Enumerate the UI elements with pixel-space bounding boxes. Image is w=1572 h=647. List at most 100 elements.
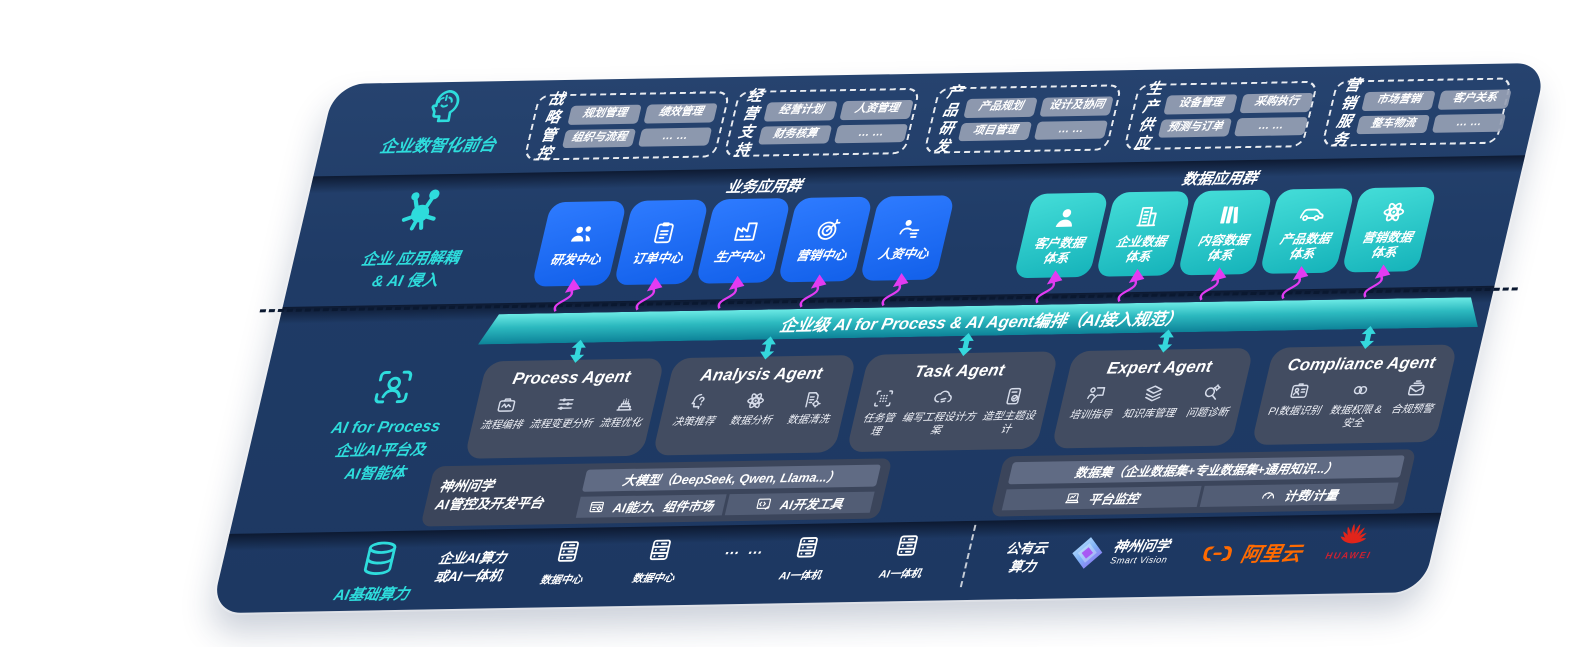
cloud-gear-icon — [934, 390, 952, 403]
database-icon — [354, 537, 406, 580]
agent-item-label: 数据权限 & 安全 — [1328, 403, 1384, 430]
platform-name-line1: 神州问学 — [437, 478, 496, 495]
app-box-label: 人资中心 — [876, 246, 931, 262]
fo-chip: 设计及协同 — [1039, 96, 1114, 117]
atom-line-icon — [747, 393, 764, 409]
diagram-skewed-panel: 企业数智化前台 战略 管控 规划管理 绩效管理 组织与流程… … 经营 支持 经营计划 人资管理… — [210, 62, 1547, 614]
building-icon — [1135, 206, 1157, 227]
platform-cell-label: AI开发工具 — [778, 496, 845, 513]
platform-cell-label: AI能力、组件市场 — [611, 499, 715, 515]
app-layer-label: 企业 应用解耦 & AI 侵入 — [307, 247, 508, 295]
app-layer-label-line2: & AI 侵入 — [370, 272, 440, 291]
fo-chip: 整车物流 — [1355, 114, 1431, 135]
platform-cell: 计费/计量 — [1199, 481, 1399, 507]
agent-item: 培训指导 — [1068, 383, 1119, 421]
user-icon — [1055, 209, 1072, 227]
people-icon — [570, 225, 591, 242]
app-box-label: 客户数据 体系 — [1032, 235, 1087, 266]
agent-item-label: 知识库管理 — [1121, 407, 1177, 421]
fo-chip: … … — [1233, 116, 1309, 137]
diagnose-icon — [1205, 384, 1222, 400]
agent-item: 决策推荐 — [671, 390, 722, 428]
agent-items: 流程编排 流程变更分析 流程优化 — [475, 392, 652, 433]
agent-items: 培训指导 知识库管理 问题诊断 — [1062, 381, 1241, 422]
public-cloud-label: 公有云 算力 — [982, 539, 1066, 576]
alicloud-name: 阿里云 — [1238, 543, 1304, 567]
enterprise-compute-label: 企业AI算力 或AI一体机 — [412, 549, 528, 586]
huawei-name: HUAWEI — [1324, 549, 1373, 561]
brain-head-icon — [417, 86, 466, 127]
agent-item: 问题诊断 — [1185, 381, 1236, 419]
fo-chip: … … — [1431, 113, 1507, 134]
fo-chip: 财务核算 — [757, 124, 833, 145]
front-office-group-5: 营销 服务 市场营销 客户关系 整车物流… … — [1321, 77, 1513, 149]
agent-item-label: 编写工程设计方案 — [900, 410, 978, 437]
data-group-header: 数据应用群 — [1180, 169, 1260, 189]
server-icon — [649, 539, 671, 561]
infra-node-label: 数据中心 — [538, 573, 584, 587]
target-icon — [817, 218, 841, 240]
business-box-1: 研发中心 — [531, 200, 628, 287]
fo-chip: … … — [1033, 120, 1109, 141]
public-cloud-line2: 算力 — [1007, 558, 1038, 574]
agent-title: Analysis Agent — [698, 364, 825, 385]
business-box-5: 人资中心 — [859, 195, 956, 281]
agent-title: Task Agent — [912, 361, 1007, 381]
agent-item: 合规预警 — [1390, 378, 1441, 416]
brain-head-icon — [431, 90, 460, 123]
agent-item: 数据分析 — [728, 389, 779, 427]
fo-group-title: 经营 支持 — [732, 87, 765, 160]
fo-chip: 市场营销 — [1361, 90, 1436, 111]
agent-item: 数据权限 & 安全 — [1325, 379, 1389, 430]
atom-icon — [1383, 202, 1404, 222]
agent-item-label: 流程优化 — [598, 416, 643, 430]
platform-right-bars: 数据集（企业数据集+专业数据集+通用知识...） 平台监控 计费/计量 — [1001, 455, 1405, 511]
business-box-4: 营销中心 — [777, 196, 874, 283]
molecule-icon — [401, 189, 440, 231]
platform-name: 神州问学 AI管控及开发平台 — [433, 476, 574, 515]
platform-left-bars: 大模型（DeepSeek, Qwen, Llama...） AI能力、组件市场 A… — [575, 464, 882, 518]
gem-icon — [1072, 537, 1103, 569]
fo-chip: 产品规划 — [963, 97, 1038, 118]
fo-chip: … … — [833, 123, 909, 144]
huawei-logo: HUAWEI — [1324, 518, 1379, 561]
fo-group-chips: 产品规划 设计及协同 项目管理… … — [957, 96, 1114, 142]
alicloud-bracket-icon — [1203, 545, 1233, 561]
sliders-icon — [557, 398, 574, 410]
fo-chip: 规划管理 — [567, 104, 642, 125]
server-icon — [557, 541, 579, 562]
data-box-5: 营销数据 体系 — [1341, 186, 1438, 273]
agent-box-process-agent: Process Agent 流程编排 流程变更分析 流程优化 — [464, 358, 665, 459]
app-box-label: 营销中心 — [794, 247, 849, 263]
infra-label: AI基础算力 — [331, 585, 411, 605]
agent-item-label: 数据分析 — [728, 414, 774, 428]
smart-vision-logo: 神州问学 Smart Vision — [1065, 533, 1173, 571]
agent-item: PI数据识别 — [1267, 380, 1328, 419]
agent-title: Compliance Agent — [1285, 353, 1438, 375]
data-box-1: 客户数据 体系 — [1013, 192, 1110, 279]
agent-items: 任务管理 编写工程设计方案 造型主题设计 — [854, 385, 1046, 439]
fo-group-title: 营销 服务 — [1330, 77, 1363, 149]
platform-left-cells: AI能力、组件市场 AI开发工具 — [575, 491, 875, 518]
front-office-group-2: 经营 支持 经营计划 人资管理 财务核算… … — [723, 88, 921, 159]
agent-item-label: 流程变更分析 — [528, 417, 594, 431]
app-box-label: 产品数据 体系 — [1278, 231, 1332, 262]
grid-scan-icon — [874, 390, 894, 407]
agent-item-label: PI数据识别 — [1267, 404, 1322, 418]
platform-cell-label: 计费/计量 — [1282, 488, 1340, 504]
laptop-chart-icon — [1064, 492, 1079, 504]
molecule-icon — [391, 186, 450, 235]
data-box-3: 内容数据 体系 — [1177, 189, 1274, 276]
agent-box-compliance-agent: Compliance Agent PI数据识别 数据权限 & 安全 合规预警 — [1251, 344, 1458, 446]
car-icon — [1299, 208, 1324, 222]
stack-cake-icon — [615, 398, 632, 411]
doc-gear-icon — [805, 392, 821, 408]
infra-node-4: AI一体机 — [861, 531, 947, 582]
fo-group-title: 产品 研发 — [932, 84, 965, 156]
agent-items: 决策推荐 数据分析 数据清洗 — [663, 388, 844, 429]
clipboard-icon — [653, 221, 674, 243]
alicloud-logo: 阿里云 — [1197, 537, 1305, 568]
mail-alert-icon — [1408, 380, 1425, 396]
agent-item-label: 造型主题设计 — [981, 409, 1037, 436]
